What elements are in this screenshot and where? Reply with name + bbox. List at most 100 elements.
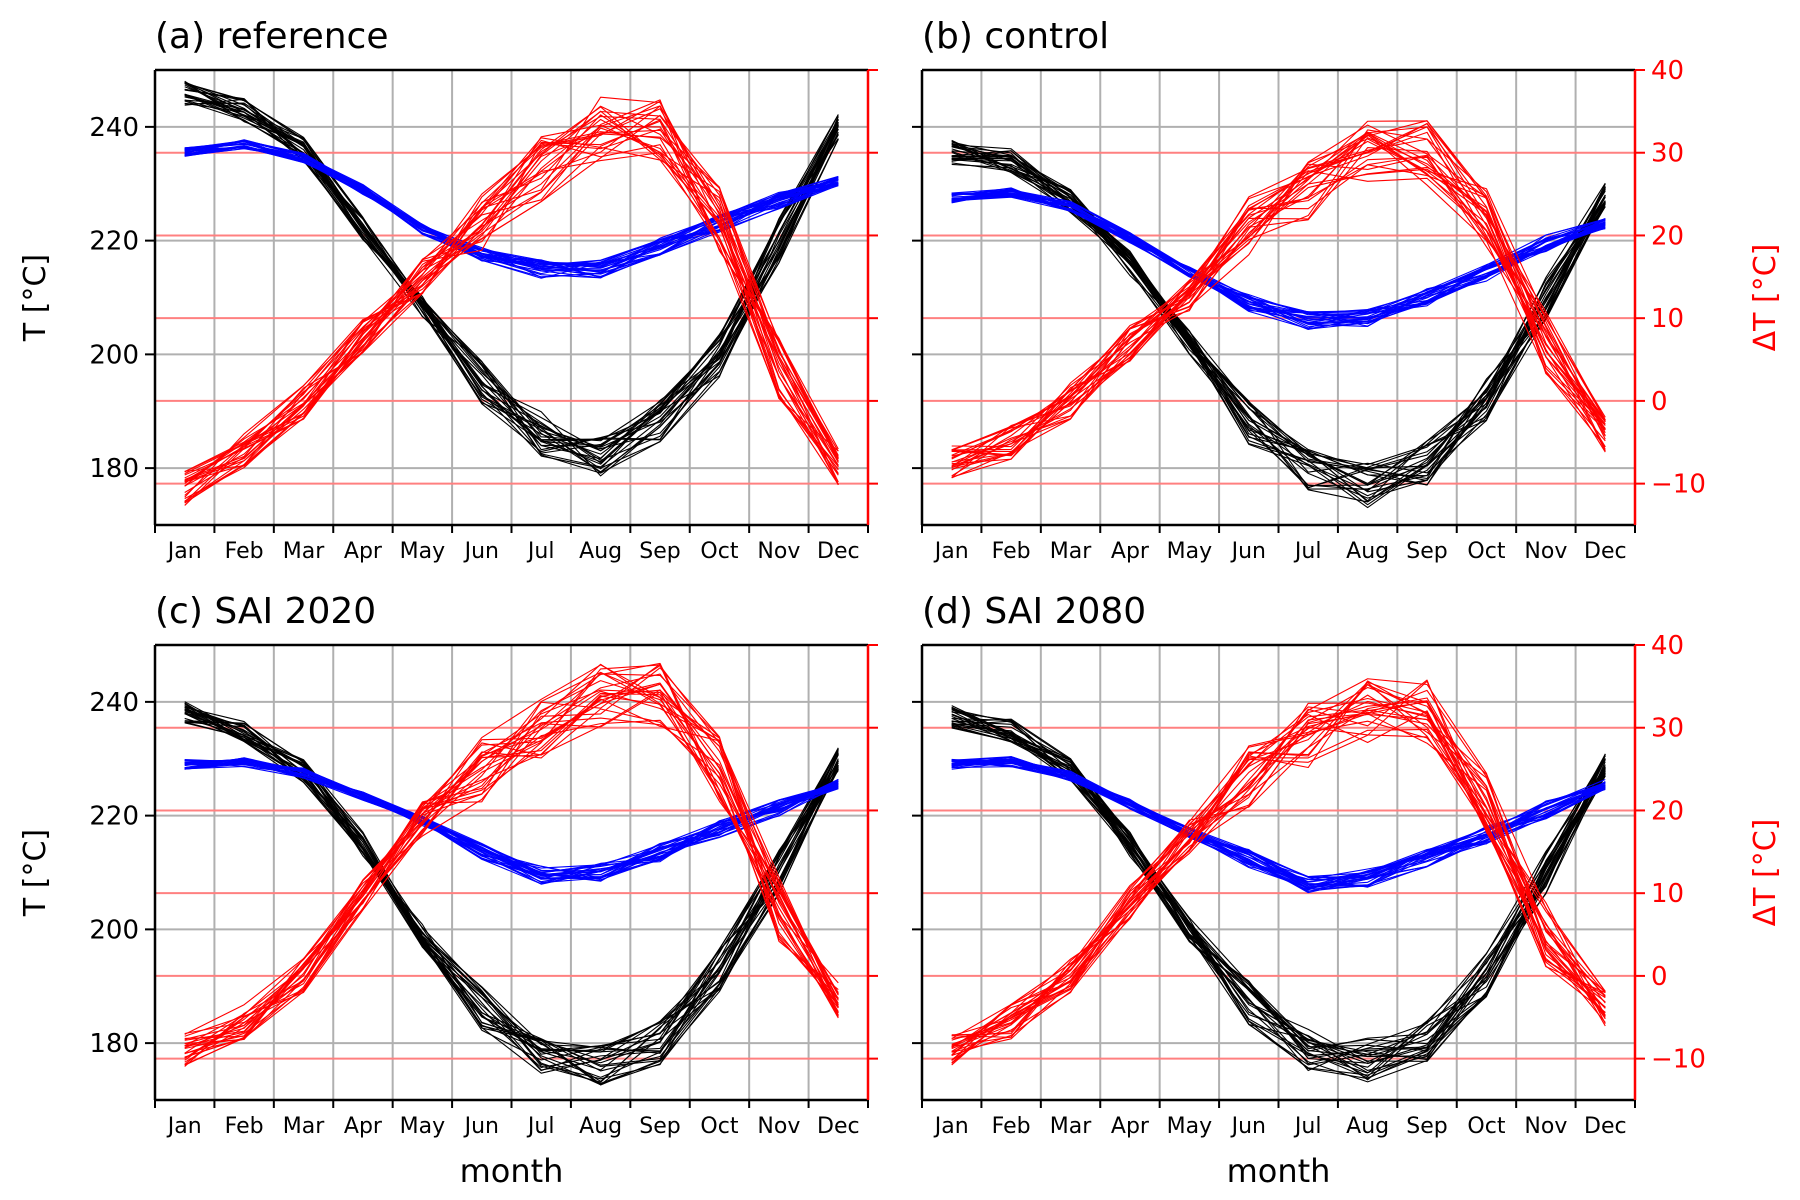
series-2 [951, 120, 1606, 479]
x-tick-label: Sep [1406, 539, 1447, 564]
ensemble-member-line [184, 114, 839, 504]
x-tick-label: Jun [1230, 1114, 1266, 1139]
y-tick-label: 240 [89, 113, 139, 143]
ensemble-member-line [184, 761, 839, 877]
ensemble-member-line [184, 691, 839, 1040]
x-axis-label: month [460, 1152, 564, 1190]
panel-4: Jan Feb Mar Apr May Jun Jul Aug Sep Oct Nov Dec −10 0… [912, 591, 1783, 1190]
y2-tick-label: 10 [1651, 304, 1684, 334]
ensemble-member-line [184, 127, 839, 506]
x-tick-label: Sep [1406, 1114, 1447, 1139]
x-tick-label: Aug [1346, 539, 1389, 564]
ensemble-member-line [951, 124, 1606, 471]
ensemble-member-line [951, 154, 1606, 469]
series-group [951, 120, 1606, 509]
y-tick-label: 200 [89, 340, 139, 370]
series-2 [184, 662, 839, 1067]
ensemble-member-line [184, 664, 839, 1035]
ensemble-member-line [184, 99, 839, 448]
y-axis-label: T [°C] [18, 829, 53, 917]
ensemble-member-line [184, 719, 839, 1047]
x-tick-label: Oct [700, 1114, 738, 1139]
panel-title: (a) reference [155, 16, 389, 57]
x-tick-label: Dec [1584, 539, 1627, 564]
panel-2: Jan Feb Mar Apr May Jun Jul Aug Sep Oct Nov Dec −10 0… [912, 16, 1783, 564]
ensemble-member-line [184, 96, 839, 452]
panel-title: (c) SAI 2020 [155, 591, 376, 632]
x-tick-label: Apr [344, 1114, 383, 1139]
ensemble-member-line [951, 720, 1606, 1081]
ensemble-member-line [951, 144, 1606, 492]
ensemble-member-line [951, 706, 1606, 1065]
ensemble-member-line [951, 134, 1606, 465]
ensemble-member-line [184, 100, 839, 477]
x-tick-label: Aug [1346, 1114, 1389, 1139]
series-0 [951, 705, 1606, 1083]
x-tick-label: Nov [1524, 539, 1567, 564]
ensemble-member-line [951, 723, 1606, 1063]
ensemble-member-line [951, 126, 1606, 470]
x-tick-label: Aug [579, 539, 622, 564]
x-tick-label: Sep [639, 539, 680, 564]
series-2 [951, 678, 1606, 1066]
ensemble-member-line [184, 89, 839, 460]
y2-tick-label: 20 [1651, 796, 1684, 826]
y2-tick-label: 10 [1651, 879, 1684, 909]
ensemble-member-line [951, 758, 1606, 889]
x-tick-label: Sep [639, 1114, 680, 1139]
panel-title: (b) control [922, 16, 1109, 57]
series-group [951, 678, 1606, 1083]
ensemble-member-line [951, 708, 1606, 1068]
y2-tick-label: 20 [1651, 221, 1684, 251]
panel-3: Jan Feb Mar Apr May Jun Jul Aug Sep Oct Nov Dec 180 2… [18, 591, 878, 1190]
x-tick-label: Jan [166, 539, 202, 564]
series-group [184, 80, 839, 506]
panel-title: (d) SAI 2080 [922, 591, 1146, 632]
ensemble-member-line [184, 125, 839, 473]
ensemble-member-line [184, 667, 839, 1059]
series-1 [184, 757, 839, 885]
y2-axis-label: ΔT [°C] [1748, 819, 1783, 927]
x-tick-label: Oct [1467, 1114, 1505, 1139]
y2-tick-label: 30 [1651, 714, 1684, 744]
x-tick-label: May [1167, 539, 1212, 564]
x-tick-label: May [1167, 1114, 1212, 1139]
y2-tick-label: 0 [1651, 387, 1668, 417]
ensemble-member-line [951, 726, 1606, 1041]
x-axis-label: month [1227, 1152, 1331, 1190]
x-tick-label: Jul [1293, 539, 1322, 564]
ensemble-member-line [184, 93, 839, 442]
x-tick-label: Feb [225, 1114, 264, 1139]
ensemble-member-line [184, 703, 839, 1084]
y2-tick-label: 40 [1651, 56, 1684, 86]
x-tick-label: Apr [1111, 539, 1150, 564]
y2-tick-label: −10 [1651, 1045, 1706, 1075]
ensemble-member-line [184, 683, 839, 1054]
ensemble-member-line [184, 131, 839, 483]
ensemble-member-line [951, 129, 1606, 459]
ensemble-member-line [951, 679, 1606, 1066]
x-tick-label: Feb [992, 1114, 1031, 1139]
y2-tick-label: 30 [1651, 139, 1684, 169]
y2-tick-label: 0 [1651, 962, 1668, 992]
ensemble-member-line [951, 190, 1606, 331]
x-tick-label: Jul [1293, 1114, 1322, 1139]
ensemble-member-line [951, 156, 1606, 456]
x-tick-label: Jun [463, 1114, 499, 1139]
x-tick-label: Jun [463, 539, 499, 564]
x-tick-label: Jun [1230, 539, 1266, 564]
ensemble-member-line [951, 144, 1606, 480]
ensemble-member-line [184, 152, 839, 475]
x-tick-label: Jan [166, 1114, 202, 1139]
y-tick-label: 220 [89, 802, 139, 832]
y-axis-label: T [°C] [18, 254, 53, 342]
ensemble-member-line [184, 701, 839, 1082]
y-tick-label: 180 [89, 1029, 139, 1059]
ensemble-member-line [184, 99, 839, 454]
x-tick-label: Aug [579, 1114, 622, 1139]
x-tick-label: Apr [1111, 1114, 1150, 1139]
ensemble-member-line [184, 93, 839, 464]
series-1 [951, 187, 1606, 331]
x-tick-label: May [400, 1114, 445, 1139]
